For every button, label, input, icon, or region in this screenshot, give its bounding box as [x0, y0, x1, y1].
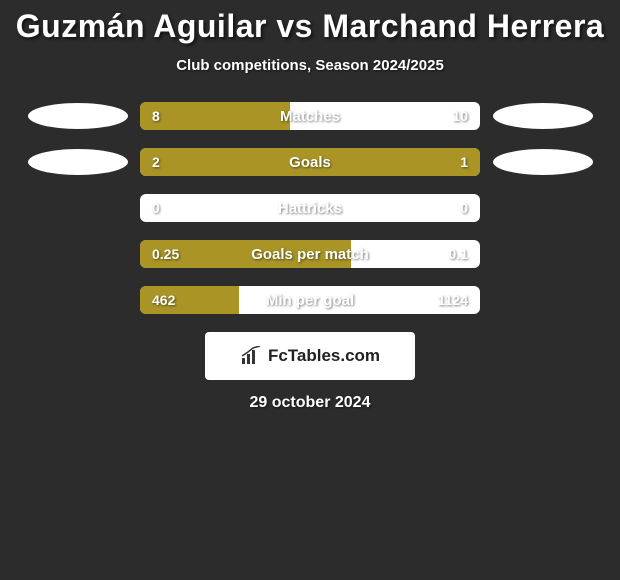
stat-label: Hattricks — [140, 194, 480, 222]
stat-value-right: 1124 — [438, 286, 468, 314]
stat-value-right: 0.1 — [449, 240, 468, 268]
date-label: 29 october 2024 — [0, 394, 620, 412]
stat-value-right: 0 — [460, 194, 468, 222]
stat-bar: 0.250.1Goals per match — [140, 240, 480, 268]
stat-row: 4621124Min per goal — [0, 286, 620, 314]
stat-bar-left-fill — [140, 148, 368, 176]
player-left-avatar — [28, 149, 128, 175]
player-left-avatar-slot — [25, 240, 130, 268]
stat-bar: 4621124Min per goal — [140, 286, 480, 314]
stat-bar-left-fill — [140, 102, 290, 130]
stat-bar: 0 0Hattricks — [140, 194, 480, 222]
stat-value-right: 10 — [452, 102, 468, 130]
player-left-avatar — [28, 103, 128, 129]
stat-value-left: 462 — [152, 286, 175, 314]
brand-text: FcTables.com — [268, 346, 380, 366]
subtitle: Club competitions, Season 2024/2025 — [0, 57, 620, 74]
stat-row: 810Matches — [0, 102, 620, 130]
player-left-avatar-slot — [25, 148, 130, 176]
player-right-avatar-slot — [490, 148, 595, 176]
player-left-avatar-slot — [25, 194, 130, 222]
player-right-avatar — [493, 103, 593, 129]
player-right-avatar-slot — [490, 286, 595, 314]
player-right-avatar-slot — [490, 102, 595, 130]
stat-value-left: 8 — [152, 102, 160, 130]
player-right-avatar-slot — [490, 240, 595, 268]
player-left-avatar-slot — [25, 102, 130, 130]
player-right-avatar — [493, 149, 593, 175]
stat-row: 0 0Hattricks — [0, 194, 620, 222]
stat-bar: 810Matches — [140, 102, 480, 130]
stat-row: 21Goals — [0, 148, 620, 176]
comparison-widget: Guzmán Aguilar vs Marchand Herrera Club … — [0, 0, 620, 412]
stat-value-right: 1 — [460, 148, 468, 176]
stats-list: 810Matches21Goals00Hattricks0.250.1Goals… — [0, 102, 620, 314]
stat-row: 0.250.1Goals per match — [0, 240, 620, 268]
stat-value-left: 0.25 — [152, 240, 179, 268]
stat-value-left: 2 — [152, 148, 160, 176]
brand-badge[interactable]: FcTables.com — [205, 332, 415, 380]
player-left-avatar-slot — [25, 286, 130, 314]
stat-bar: 21Goals — [140, 148, 480, 176]
player-right-avatar-slot — [490, 194, 595, 222]
page-title: Guzmán Aguilar vs Marchand Herrera — [0, 8, 620, 45]
stat-value-left: 0 — [152, 194, 160, 222]
chart-icon — [240, 346, 262, 366]
